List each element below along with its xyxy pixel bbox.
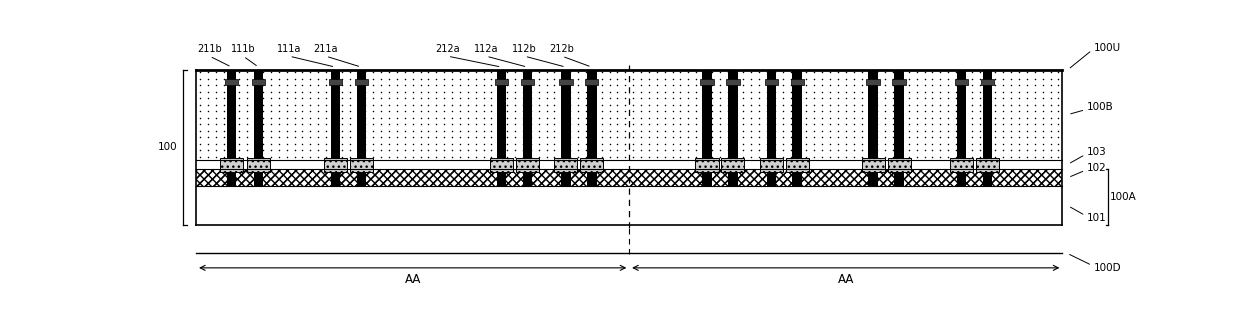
Bar bbox=[585, 79, 598, 85]
Bar bbox=[252, 79, 265, 85]
Bar bbox=[892, 79, 906, 85]
Bar bbox=[869, 70, 878, 186]
Bar bbox=[764, 79, 778, 85]
Text: 100D: 100D bbox=[1094, 263, 1121, 273]
Bar bbox=[515, 158, 539, 172]
Bar bbox=[221, 158, 243, 172]
Text: 111a: 111a bbox=[278, 44, 301, 54]
Bar bbox=[981, 79, 994, 85]
Bar bbox=[790, 79, 804, 85]
Bar bbox=[861, 158, 885, 172]
Bar bbox=[523, 70, 533, 186]
Bar bbox=[580, 158, 603, 172]
Bar bbox=[561, 70, 571, 186]
Text: 112a: 112a bbox=[473, 44, 498, 54]
Text: 111b: 111b bbox=[230, 44, 255, 54]
Bar bbox=[520, 79, 534, 85]
Bar bbox=[703, 70, 711, 186]
Bar bbox=[559, 79, 572, 85]
Bar bbox=[729, 70, 737, 186]
Bar bbox=[323, 158, 347, 172]
Bar bbox=[955, 79, 968, 85]
Bar bbox=[721, 158, 745, 172]
Text: 102: 102 bbox=[1088, 163, 1106, 173]
Bar bbox=[354, 79, 368, 85]
Bar bbox=[328, 79, 342, 85]
Bar bbox=[196, 160, 1062, 169]
Bar bbox=[254, 70, 264, 186]
Bar bbox=[983, 70, 992, 186]
Text: 212a: 212a bbox=[435, 44, 460, 54]
Bar bbox=[695, 158, 719, 172]
Bar bbox=[494, 79, 508, 85]
Bar bbox=[957, 70, 966, 186]
Text: 101: 101 bbox=[1088, 213, 1106, 223]
Bar bbox=[726, 79, 740, 85]
Bar bbox=[760, 158, 783, 172]
Bar bbox=[225, 79, 238, 85]
Text: 100A: 100A bbox=[1109, 192, 1136, 202]
Bar bbox=[554, 158, 577, 172]
Text: 211b: 211b bbox=[197, 44, 222, 54]
Bar bbox=[357, 70, 367, 186]
Bar bbox=[489, 158, 513, 172]
Bar bbox=[196, 70, 1062, 160]
Bar bbox=[227, 70, 237, 186]
Text: 211a: 211a bbox=[313, 44, 338, 54]
Bar bbox=[349, 158, 373, 172]
Bar bbox=[497, 70, 507, 186]
Bar bbox=[895, 70, 904, 186]
Bar bbox=[196, 169, 1062, 186]
Bar bbox=[196, 186, 1062, 225]
Text: 100: 100 bbox=[157, 143, 177, 152]
Text: 112b: 112b bbox=[512, 44, 536, 54]
Text: 212b: 212b bbox=[550, 44, 575, 54]
Bar bbox=[887, 158, 911, 172]
Text: 100U: 100U bbox=[1094, 43, 1121, 53]
Bar bbox=[976, 158, 999, 172]
Bar bbox=[700, 79, 714, 85]
Bar bbox=[196, 169, 1062, 186]
Bar bbox=[950, 158, 973, 172]
Text: 103: 103 bbox=[1088, 147, 1106, 157]
Bar bbox=[793, 70, 802, 186]
Text: 100B: 100B bbox=[1088, 102, 1114, 112]
Bar bbox=[767, 70, 776, 186]
Bar bbox=[786, 158, 809, 172]
Bar bbox=[247, 158, 270, 172]
Text: AA: AA bbox=[838, 273, 854, 286]
Bar bbox=[866, 79, 880, 85]
Text: AA: AA bbox=[404, 273, 421, 286]
Bar bbox=[331, 70, 341, 186]
Bar bbox=[587, 70, 597, 186]
